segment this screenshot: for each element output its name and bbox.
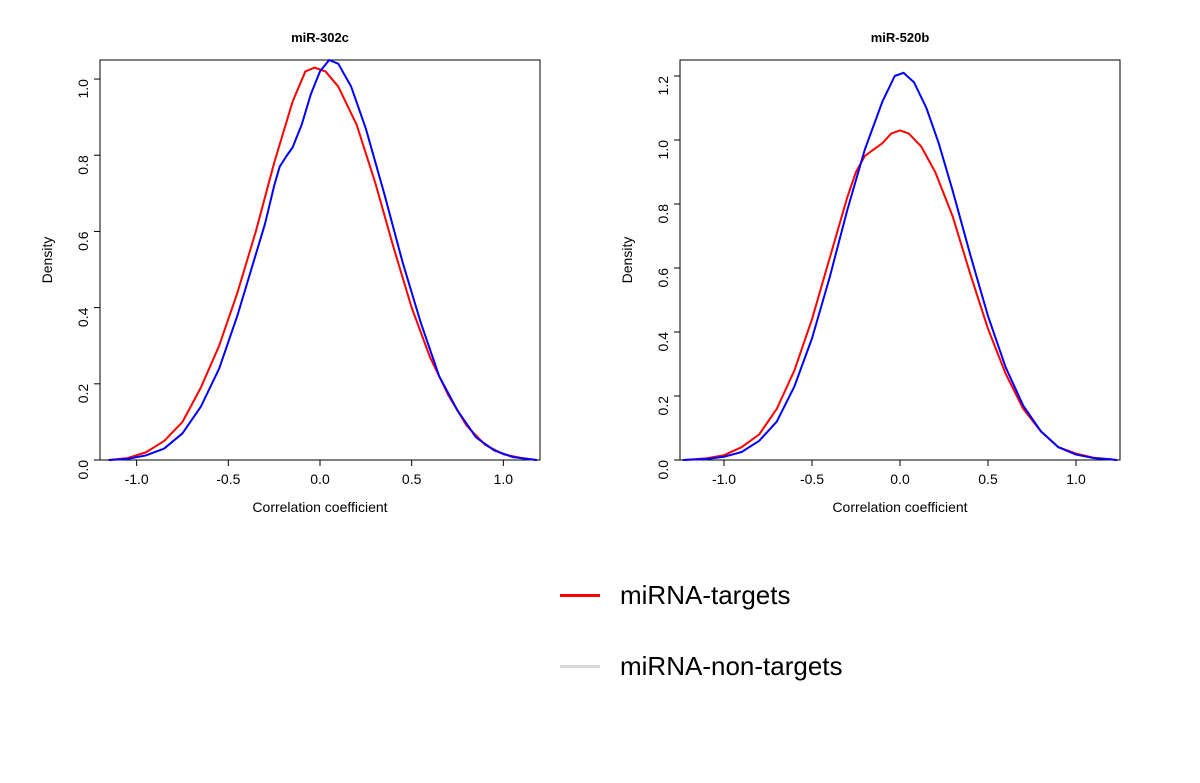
charts-row: -1.0 -0.5 0.0 0.5 1.0 0.0 0.2 0.4 0.6 0.8 1.0 Corre…: [0, 0, 1200, 545]
x-tick-label: 0.5: [978, 471, 998, 487]
y-axis-label: Density: [619, 237, 635, 284]
chart-right-svg: -1.0 -0.5 0.0 0.5 1.0 0.0 0.2 0.4 0.6 0.8 1.0 1.2 Co…: [600, 20, 1160, 540]
chart-right: -1.0 -0.5 0.0 0.5 1.0 0.0 0.2 0.4 0.6 0.8 1.0 1.2 Co…: [600, 20, 1160, 545]
x-tick-label: 1.0: [1066, 471, 1086, 487]
x-tick-label: -1.0: [712, 471, 736, 487]
x-tick-label: 0.5: [402, 471, 422, 487]
chart-title: miR-520b: [871, 30, 930, 45]
y-tick-label: 0.6: [75, 231, 91, 251]
x-tick-label: -1.0: [125, 471, 149, 487]
legend-swatch-non-targets: [560, 665, 600, 668]
y-tick-label: 0.0: [655, 460, 671, 480]
x-tick-label: 0.0: [890, 471, 910, 487]
y-tick-label: 0.4: [75, 307, 91, 327]
page: -1.0 -0.5 0.0 0.5 1.0 0.0 0.2 0.4 0.6 0.8 1.0 Corre…: [0, 0, 1200, 783]
chart-left-svg: -1.0 -0.5 0.0 0.5 1.0 0.0 0.2 0.4 0.6 0.8 1.0 Corre…: [20, 20, 580, 540]
x-tick-label: 0.0: [310, 471, 330, 487]
y-tick-label: 1.2: [655, 76, 671, 96]
legend-item-targets: miRNA-targets: [560, 580, 843, 611]
x-axis-label: Correlation coefficient: [252, 499, 387, 515]
y-tick-label: 0.2: [655, 396, 671, 416]
y-tick-label: 0.4: [655, 332, 671, 352]
x-axis-label: Correlation coefficient: [832, 499, 967, 515]
x-tick-label: -0.5: [216, 471, 240, 487]
y-tick-label: 0.6: [655, 268, 671, 288]
chart-left: -1.0 -0.5 0.0 0.5 1.0 0.0 0.2 0.4 0.6 0.8 1.0 Corre…: [20, 20, 580, 545]
y-tick-label: 0.0: [75, 460, 91, 480]
chart-title: miR-302c: [291, 30, 349, 45]
legend-item-non-targets: miRNA-non-targets: [560, 651, 843, 682]
legend: miRNA-targets miRNA-non-targets: [560, 580, 843, 722]
legend-swatch-targets: [560, 594, 600, 597]
y-tick-label: 0.8: [75, 155, 91, 175]
plot-area: [100, 60, 540, 460]
y-tick-label: 1.0: [655, 140, 671, 160]
x-tick-label: 1.0: [494, 471, 514, 487]
y-tick-label: 0.2: [75, 384, 91, 404]
plot-area: [680, 60, 1120, 460]
legend-label-non-targets: miRNA-non-targets: [620, 651, 843, 682]
x-tick-label: -0.5: [800, 471, 824, 487]
legend-label-targets: miRNA-targets: [620, 580, 790, 611]
y-tick-label: 1.0: [75, 79, 91, 99]
y-tick-label: 0.8: [655, 204, 671, 224]
y-axis-label: Density: [39, 237, 55, 284]
